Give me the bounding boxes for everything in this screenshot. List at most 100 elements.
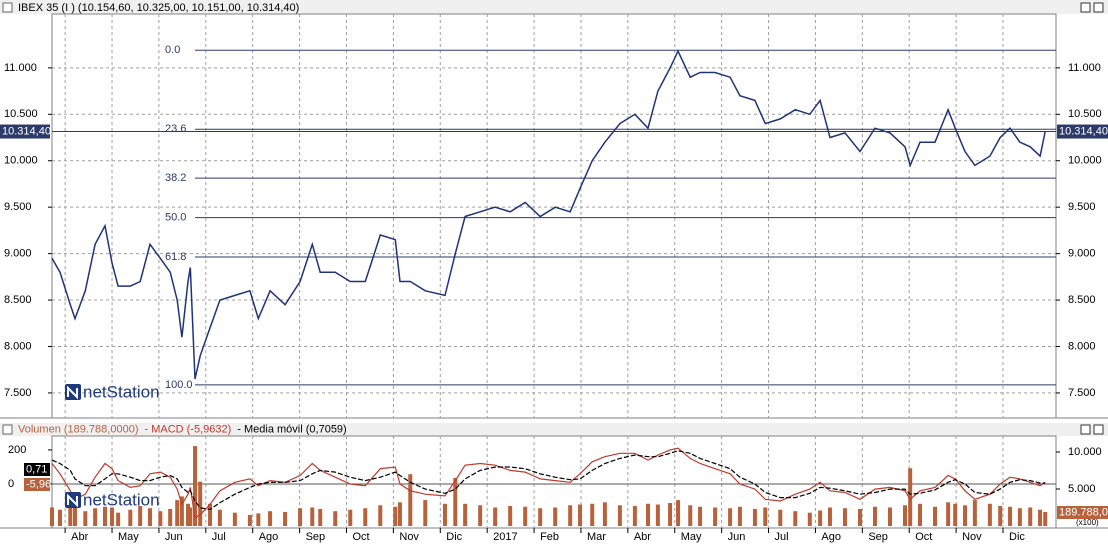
legend-entry: - MACD (-5,9632): [144, 423, 231, 435]
x-tick-label: May: [118, 531, 139, 543]
volume-bar: [632, 506, 637, 527]
badge-label: -5,96: [26, 478, 51, 490]
restore-button[interactable]: [1080, 2, 1091, 13]
legend-entry: Volumen (189.788,0000): [18, 423, 138, 435]
fibonacci-label: 100.0: [165, 379, 193, 391]
volume-bar: [348, 509, 353, 527]
volume-bar: [987, 503, 992, 527]
volume-bar: [827, 507, 832, 527]
volume-bar: [378, 505, 383, 527]
volume-bar: [963, 505, 968, 527]
y-tick-label-right: 8.000: [1068, 340, 1096, 352]
volume-bar: [193, 446, 198, 527]
volume-bar: [903, 505, 908, 527]
x-tick-label: Oct: [352, 531, 369, 543]
window-icon: [2, 424, 13, 435]
fibonacci-label: 38.2: [165, 172, 186, 184]
y-tick-label-right: 11.000: [1068, 62, 1101, 74]
logo-text: netStation: [83, 382, 160, 401]
volume-bar: [818, 510, 823, 527]
volume-bar: [493, 507, 498, 527]
last-price-label: 10.314,40: [2, 125, 51, 137]
price-line: [51, 49, 1046, 380]
close-button[interactable]: [1093, 424, 1104, 435]
y-tick-label: 8.500: [4, 294, 32, 306]
volume-bar: [946, 502, 951, 527]
volume-bar: [728, 508, 733, 527]
volume-bar: [463, 503, 468, 527]
volume-bar: [256, 513, 261, 527]
y-tick-label: 9.000: [4, 248, 32, 260]
volume-bar: [688, 505, 693, 527]
restore-button[interactable]: [1080, 424, 1091, 435]
volume-bar: [217, 509, 222, 527]
volume-bar: [857, 508, 862, 527]
legend-entry: - Media móvil (0,7059): [237, 423, 346, 435]
x-tick-label: May: [681, 531, 702, 543]
y-tick-label-right: 9.000: [1068, 248, 1096, 260]
x-tick-label: Abr: [71, 531, 88, 543]
close-button[interactable]: [1093, 2, 1104, 13]
chart-title: IBEX 35 (I ) (10.154,60, 10.325,00, 10.1…: [18, 2, 299, 14]
fibonacci-label: 50.0: [165, 211, 186, 223]
fibonacci-label: 23.6: [165, 123, 186, 135]
volume-badge-label: 189.788,0: [1059, 506, 1108, 518]
y2-tick-label: 5.000: [1068, 483, 1096, 495]
y-tick-label: 8.000: [4, 340, 32, 352]
x-tick-label: Jul: [775, 531, 789, 543]
volume-bar: [138, 506, 143, 527]
fibonacci-label: 61.8: [165, 251, 186, 263]
x-tick-label: Dic: [446, 531, 462, 543]
volume-bar: [453, 477, 458, 527]
volume-bar: [793, 511, 798, 527]
volume-bar: [763, 507, 768, 527]
volume-bar: [442, 503, 447, 527]
volume-bar: [148, 508, 153, 527]
volume-bar: [478, 505, 483, 527]
volume-bar: [310, 507, 315, 527]
last-price-label-right: 10.314,40: [1059, 125, 1108, 137]
window-icon: [2, 2, 13, 13]
volume-bar: [1017, 508, 1022, 527]
volume-bar: [602, 502, 607, 527]
indicator-line: [51, 450, 1046, 511]
x-tick-label: Feb: [540, 531, 559, 543]
volume-bar: [50, 507, 54, 527]
volume-bar: [1028, 507, 1033, 527]
x-tick-label: Jun: [165, 531, 183, 543]
volume-bar: [842, 508, 847, 527]
y-tick-label-right: 9.500: [1068, 201, 1096, 213]
header-bar: [0, 0, 1108, 14]
volume-bar: [953, 503, 958, 527]
volume-bar: [590, 503, 595, 527]
volume-bar: [158, 511, 163, 527]
x-tick-label: Ago: [259, 531, 279, 543]
volume-bar: [408, 474, 413, 527]
x-tick-label: Ago: [821, 531, 841, 543]
volume-bar: [393, 506, 398, 527]
last-price-box: [0, 124, 50, 139]
volume-bar: [578, 504, 583, 527]
volume-bar: [933, 506, 938, 527]
volume-bar: [397, 502, 402, 527]
volume-bar: [283, 511, 288, 527]
volume-bar: [268, 511, 273, 527]
x-tick-label: Sep: [868, 531, 888, 543]
volume-bar: [523, 506, 528, 527]
scale-note: (x100): [1076, 518, 1099, 527]
volume-bar: [778, 509, 783, 527]
y-tick-label: 200: [8, 444, 26, 456]
y-tick-label: 0: [8, 478, 14, 490]
last-price-box-right: [1057, 124, 1108, 139]
y-tick-label: 7.500: [4, 387, 32, 399]
y-tick-label: 10.500: [4, 108, 38, 120]
y-tick-label-right: 10.500: [1068, 108, 1102, 120]
y-tick-label: 10.000: [4, 155, 38, 167]
volume-bar: [553, 507, 558, 527]
volume-bar: [298, 508, 303, 527]
volume-bar: [83, 511, 88, 527]
y-tick-label-right: 7.500: [1068, 387, 1096, 399]
volume-bar: [423, 500, 428, 527]
